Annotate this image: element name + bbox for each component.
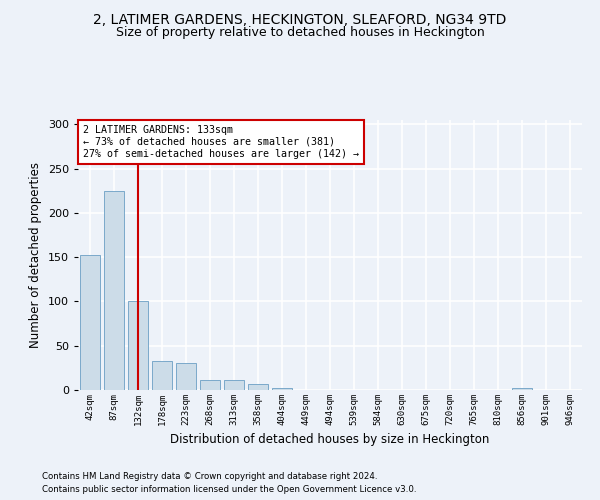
Bar (224, 380, 244, 390)
Text: 2, LATIMER GARDENS, HECKINGTON, SLEAFORD, NG34 9TD: 2, LATIMER GARDENS, HECKINGTON, SLEAFORD… (94, 12, 506, 26)
Bar (176, 362, 196, 390)
Text: Size of property relative to detached houses in Heckington: Size of property relative to detached ho… (116, 26, 484, 39)
Bar (512, 388, 532, 390)
X-axis label: Distribution of detached houses by size in Heckington: Distribution of detached houses by size … (170, 434, 490, 446)
Bar (272, 388, 292, 390)
Y-axis label: Number of detached properties: Number of detached properties (29, 162, 42, 348)
Bar (104, 191, 124, 390)
Text: Contains public sector information licensed under the Open Government Licence v3: Contains public sector information licen… (42, 485, 416, 494)
Bar (128, 302, 148, 390)
Bar (80, 254, 100, 390)
Text: Contains HM Land Registry data © Crown copyright and database right 2024.: Contains HM Land Registry data © Crown c… (42, 472, 377, 481)
Bar (248, 384, 268, 390)
Bar (200, 380, 220, 390)
Text: 2 LATIMER GARDENS: 133sqm
← 73% of detached houses are smaller (381)
27% of semi: 2 LATIMER GARDENS: 133sqm ← 73% of detac… (83, 126, 359, 158)
Bar (152, 361, 172, 390)
